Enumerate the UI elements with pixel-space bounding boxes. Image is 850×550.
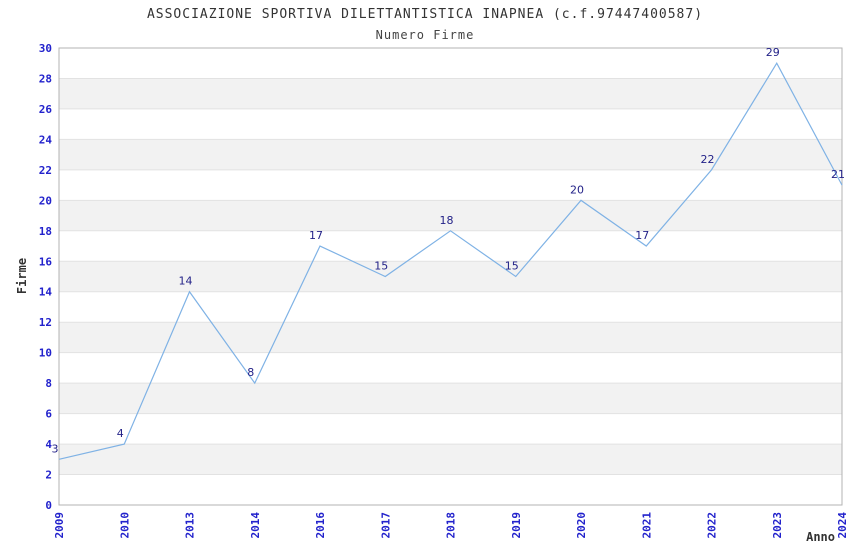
x-tick-label: 2014 bbox=[249, 512, 262, 539]
y-tick-label: 28 bbox=[39, 72, 52, 85]
plot-border bbox=[58, 47, 843, 506]
point-value-label: 3 bbox=[52, 442, 59, 455]
grid-band bbox=[59, 383, 842, 414]
y-tick-label: 6 bbox=[45, 408, 52, 421]
y-tick-label: 14 bbox=[39, 286, 53, 299]
point-value-label: 14 bbox=[179, 275, 193, 288]
y-tick-label: 22 bbox=[39, 164, 52, 177]
y-tick-label: 12 bbox=[39, 316, 52, 329]
x-tick-label: 2018 bbox=[445, 512, 458, 539]
point-value-label: 29 bbox=[766, 46, 780, 59]
y-tick-label: 8 bbox=[45, 377, 52, 390]
y-tick-label: 26 bbox=[39, 103, 53, 116]
y-tick-label: 2 bbox=[45, 469, 52, 482]
chart-subtitle: Numero Firme bbox=[376, 28, 475, 42]
x-tick-label: 2009 bbox=[53, 512, 66, 539]
grid-band bbox=[59, 322, 842, 353]
x-tick-label: 2023 bbox=[771, 512, 784, 539]
x-tick-label: 2010 bbox=[118, 512, 131, 539]
point-value-label: 17 bbox=[635, 229, 649, 242]
point-value-label: 22 bbox=[701, 153, 715, 166]
point-value-label: 15 bbox=[374, 260, 388, 273]
point-value-label: 20 bbox=[570, 183, 584, 196]
grid-band bbox=[59, 200, 842, 231]
y-tick-label: 20 bbox=[39, 194, 52, 207]
x-tick-label: 2017 bbox=[379, 512, 392, 539]
background-bands bbox=[59, 78, 842, 475]
series-line bbox=[58, 62, 843, 460]
x-tick-label: 2013 bbox=[184, 512, 197, 539]
chart-title: ASSOCIAZIONE SPORTIVA DILETTANTISTICA IN… bbox=[147, 7, 703, 22]
y-tick-label: 18 bbox=[39, 225, 52, 238]
y-tick-label: 16 bbox=[39, 255, 53, 268]
x-tick-label: 2022 bbox=[706, 512, 719, 539]
x-tick-label: 2021 bbox=[640, 512, 653, 539]
x-axis-tick-labels: 2009 2010 2013 2014 2016 2017 2018 2019 2020 2021… bbox=[53, 512, 849, 539]
point-value-label: 8 bbox=[247, 366, 254, 379]
x-tick-label: 2020 bbox=[575, 512, 588, 539]
x-tick-label: 2024 bbox=[836, 512, 849, 539]
y-tick-label: 0 bbox=[45, 499, 52, 512]
y-tick-label: 30 bbox=[39, 42, 52, 55]
point-value-label: 15 bbox=[505, 260, 519, 273]
x-axis-title: Anno bbox=[806, 530, 835, 544]
x-tick-label: 2019 bbox=[510, 512, 523, 539]
grid-band bbox=[59, 139, 842, 170]
x-tick-label: 2016 bbox=[314, 512, 327, 539]
grid-band bbox=[59, 261, 842, 292]
value-labels: 3 4 14 8 17 15 18 15 20 17 22 29 21 bbox=[52, 46, 846, 455]
y-tick-label: 4 bbox=[45, 438, 52, 451]
y-axis-title: Firme bbox=[15, 258, 29, 294]
point-value-label: 4 bbox=[117, 427, 124, 440]
point-value-label: 21 bbox=[831, 168, 845, 181]
point-value-label: 18 bbox=[440, 214, 454, 227]
y-tick-label: 24 bbox=[39, 133, 53, 146]
point-value-label: 17 bbox=[309, 229, 323, 242]
y-tick-label: 10 bbox=[39, 347, 52, 360]
grid-band bbox=[59, 444, 842, 475]
grid-band bbox=[59, 78, 842, 109]
